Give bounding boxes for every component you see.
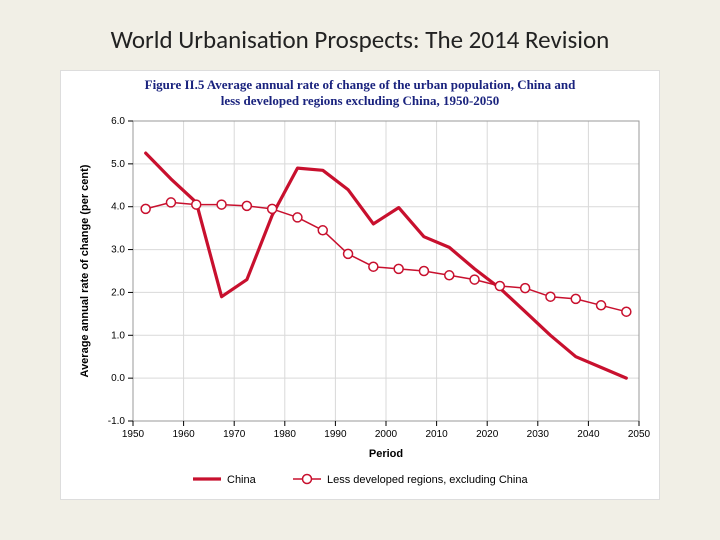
svg-text:2030: 2030	[527, 429, 550, 440]
svg-text:1.0: 1.0	[111, 330, 125, 341]
svg-text:2010: 2010	[425, 429, 448, 440]
svg-text:2000: 2000	[375, 429, 398, 440]
slide-title: World Urbanisation Prospects: The 2014 R…	[0, 24, 720, 55]
svg-text:3.0: 3.0	[111, 245, 125, 256]
svg-text:2.0: 2.0	[111, 287, 125, 298]
svg-text:4.0: 4.0	[111, 202, 125, 213]
slide: World Urbanisation Prospects: The 2014 R…	[0, 0, 720, 540]
svg-text:2050: 2050	[628, 429, 651, 440]
svg-text:less developed regions excludi: less developed regions excluding China, …	[221, 93, 500, 108]
svg-text:Average annual rate of change: Average annual rate of change (per cent)	[79, 164, 91, 377]
svg-text:6.0: 6.0	[111, 116, 125, 127]
svg-text:Period: Period	[369, 448, 403, 460]
svg-text:2040: 2040	[577, 429, 600, 440]
svg-text:1990: 1990	[324, 429, 347, 440]
chart-svg: Figure II.5 Average annual rate of chang…	[61, 71, 659, 499]
svg-text:1950: 1950	[122, 429, 145, 440]
chart-panel: Figure II.5 Average annual rate of chang…	[60, 70, 660, 500]
svg-text:1980: 1980	[274, 429, 297, 440]
svg-text:Figure II.5 Average annual rat: Figure II.5 Average annual rate of chang…	[145, 77, 577, 92]
svg-text:1960: 1960	[172, 429, 195, 440]
svg-text:-1.0: -1.0	[108, 416, 126, 427]
svg-text:5.0: 5.0	[111, 159, 125, 170]
svg-text:2020: 2020	[476, 429, 499, 440]
svg-text:China: China	[227, 474, 257, 486]
svg-text:Less developed regions, exclud: Less developed regions, excluding China	[327, 474, 528, 486]
svg-text:1970: 1970	[223, 429, 246, 440]
svg-text:0.0: 0.0	[111, 373, 125, 384]
